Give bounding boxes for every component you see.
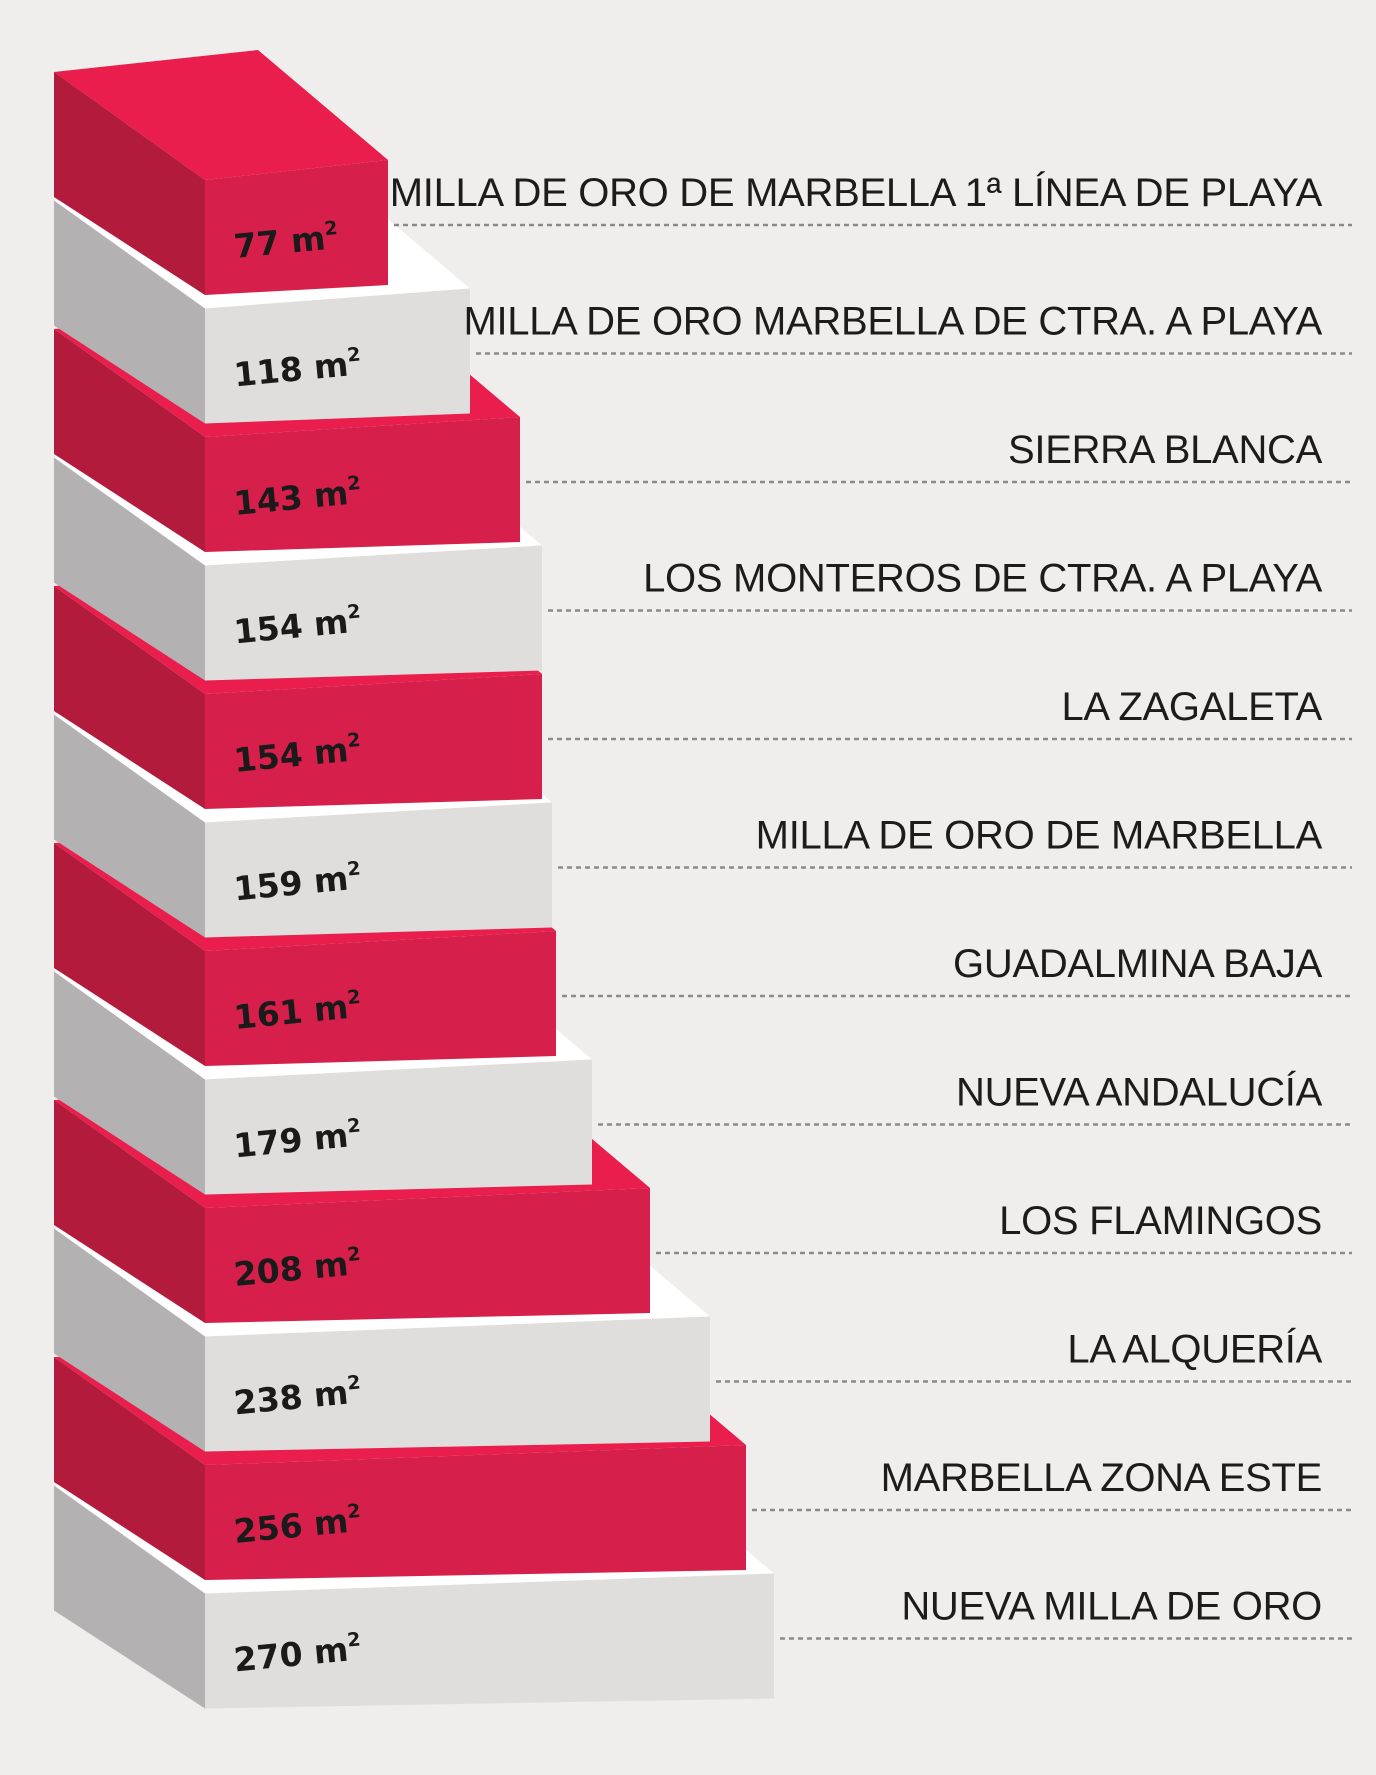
block-front-face [205,1316,710,1452]
block-front-face [205,1188,650,1323]
block-side-face [54,971,205,1195]
zone-label: MARBELLA ZONA ESTE [881,1456,1322,1500]
block-front-face [205,802,552,938]
value-label: 208 m2 [232,1243,363,1294]
block-front-face [205,160,388,295]
zone-label: LA ALQUERÍA [1067,1327,1322,1372]
zone-label: NUEVA MILLA DE ORO [901,1585,1322,1629]
block-front-face [205,545,542,681]
block-front-face [205,1059,592,1195]
zone-label: LOS MONTEROS DE CTRA. A PLAYA [643,557,1322,601]
block-side-face [54,1228,205,1452]
block-front-face [205,1445,746,1580]
block-side-face [54,457,205,681]
block-side-face [54,1485,205,1709]
block-1: 77 m2 [54,50,388,295]
zone-label: LA ZAGALETA [1061,685,1322,729]
zone-label: SIERRA BLANCA [1008,428,1323,472]
block-side-face [54,72,205,295]
block-front-face [205,1573,774,1709]
zone-label: MILLA DE ORO DE MARBELLA [756,814,1323,858]
block-side-face [54,329,205,552]
zone-label: GUADALMINA BAJA [953,942,1323,986]
zone-label: MILLA DE ORO MARBELLA DE CTRA. A PLAYA [463,300,1322,344]
block-side-face [54,843,205,1066]
block-front-face [205,288,470,424]
block-side-face [54,714,205,938]
block-front-face [205,674,542,809]
block-side-face [54,586,205,809]
zone-label: MILLA DE ORO DE MARBELLA 1ª LÍNEA DE PLA… [390,170,1323,215]
zone-label: NUEVA ANDALUCÍA [956,1070,1323,1115]
block-side-face [54,1100,205,1323]
block-front-face [205,931,556,1066]
block-front-face [205,417,520,552]
block-side-face [54,200,205,424]
zone-label: LOS FLAMINGOS [999,1199,1322,1243]
block-top-face [54,50,388,180]
block-side-face [54,1357,205,1580]
value-label: 77 m2 [232,217,340,266]
